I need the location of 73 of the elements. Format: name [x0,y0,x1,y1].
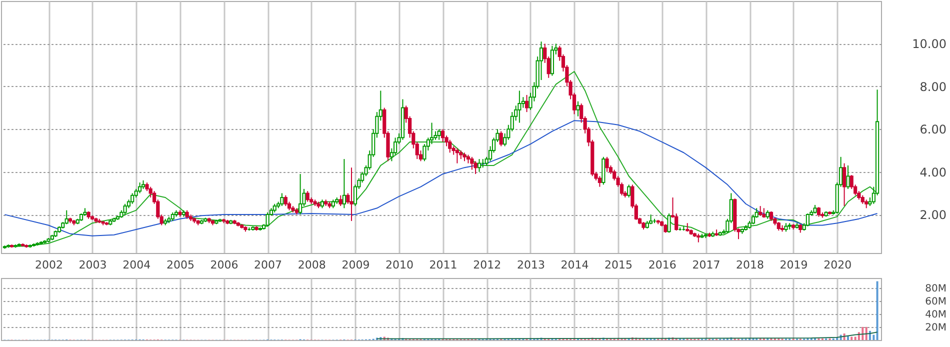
candlestick [266,212,270,227]
candlestick [769,210,774,222]
candlestick [758,206,762,216]
x-tick-label: 2013 [516,258,545,272]
x-tick-label: 2011 [429,258,458,272]
x-tick-label: 2010 [386,258,414,272]
candlestick [550,45,554,76]
candlestick [64,210,68,225]
y-tick-label: 8.00 [920,80,946,94]
candlestick [470,156,474,170]
x-tick-label: 2004 [122,258,151,272]
candlestick [806,212,810,227]
candlestick [605,156,609,172]
bar [850,336,853,340]
y-tick-label: 6.00 [920,122,946,137]
bar [862,326,864,340]
candlestick [441,128,445,142]
y-tick-label: 20M [925,322,946,334]
candlestick [284,194,288,207]
x-tick-label: 2006 [210,258,238,272]
candlestick [342,158,346,209]
x-tick-label: 2005 [166,258,194,272]
x-tick-label: 2019 [780,258,808,272]
bar [847,336,850,340]
x-tick-label: 2018 [736,258,764,272]
candlestick [762,208,766,218]
candlestick [518,90,522,124]
candlestick [524,94,529,113]
x-tick-label: 2008 [298,258,326,272]
line-series [376,332,878,340]
candlestick [816,206,821,218]
x-tick-label: 2017 [692,258,720,272]
x-tick-label: 2002 [35,258,64,272]
bar [872,334,875,340]
y-tick-label: 80M [925,283,946,294]
x-tick-label: 2020 [824,258,852,272]
candlestick [474,160,478,174]
candlestick [576,100,580,117]
candlestick [667,212,671,234]
candlestick [499,130,503,147]
candlestick [298,173,302,216]
x-tick-label: 2012 [473,258,502,272]
candlestick [138,182,142,194]
candlestick [455,148,459,164]
candlestick [306,190,310,202]
x-tick-label: 2016 [648,258,676,272]
candlestick [448,139,452,154]
candlestick [627,184,631,198]
y-tick-label: 2.00 [920,208,946,222]
candlestick [123,203,127,216]
y-tick-label: 60M [925,296,946,308]
bar [865,326,868,340]
candlestick [649,214,653,225]
x-tick-label: 2014 [560,258,589,272]
candlestick [280,192,284,207]
bar [876,281,878,340]
line-series [4,120,878,236]
candlestick [598,176,602,188]
y-tick-label: 4.00 [920,165,946,180]
x-tick-label: 2003 [78,258,107,272]
candlestick [130,192,134,204]
candlestick [338,194,342,207]
candlestick [846,164,850,190]
y-tick-label: 40M [925,309,946,320]
candlestick [602,156,606,186]
y-tick-label: 10.00 [912,37,946,52]
candlestick [437,128,441,140]
x-tick-label: 2015 [604,258,633,272]
candlestick [477,158,482,172]
candlestick [350,167,354,222]
x-tick-label: 2007 [254,258,282,272]
candlestick [842,162,846,207]
x-tick-label: 2009 [342,258,370,272]
